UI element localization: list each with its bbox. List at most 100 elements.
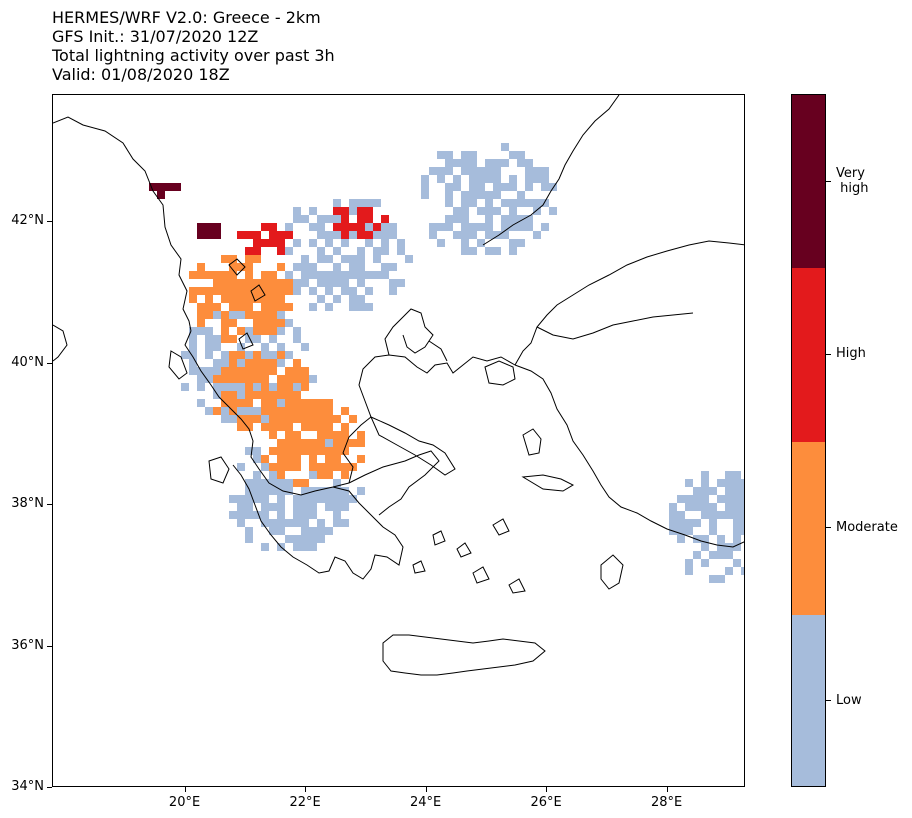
lightning-cell bbox=[397, 279, 405, 287]
lightning-cell bbox=[469, 231, 477, 239]
lightning-cell bbox=[453, 183, 461, 191]
lightning-cell bbox=[269, 471, 277, 479]
lightning-cell bbox=[301, 503, 309, 511]
lightning-cell bbox=[309, 511, 317, 519]
lightning-cell bbox=[285, 415, 293, 423]
lightning-cell bbox=[525, 175, 533, 183]
colorbar-level-label: Very high bbox=[836, 165, 869, 196]
lightning-cell bbox=[293, 415, 301, 423]
lightning-cell bbox=[469, 151, 477, 159]
lightning-cell bbox=[701, 495, 709, 503]
lightning-cell bbox=[741, 479, 744, 487]
lightning-cell bbox=[269, 391, 277, 399]
lightning-cell bbox=[725, 495, 733, 503]
lightning-cell bbox=[277, 383, 285, 391]
lightning-cell bbox=[485, 191, 493, 199]
lightning-cell bbox=[261, 303, 269, 311]
lightning-cell bbox=[245, 399, 253, 407]
lightning-cell bbox=[461, 239, 469, 247]
lightning-cell bbox=[349, 207, 357, 215]
lightning-cell bbox=[677, 535, 685, 543]
lightning-cell bbox=[245, 255, 253, 263]
lightning-cell bbox=[461, 167, 469, 175]
lightning-cell bbox=[221, 367, 229, 375]
lightning-cell bbox=[245, 511, 253, 519]
lightning-cell bbox=[285, 247, 293, 255]
lightning-cell bbox=[501, 231, 509, 239]
lightning-cell bbox=[493, 167, 501, 175]
lightning-cell bbox=[237, 231, 245, 239]
lightning-cell bbox=[309, 439, 317, 447]
lightning-cell bbox=[285, 303, 293, 311]
lightning-cell bbox=[469, 167, 477, 175]
lightning-cell bbox=[205, 295, 213, 303]
lightning-cells bbox=[149, 143, 744, 583]
lightning-cell bbox=[197, 231, 205, 239]
lightning-cell bbox=[317, 535, 325, 543]
lightning-cell bbox=[317, 471, 325, 479]
lightning-cell bbox=[333, 247, 341, 255]
lightning-cell bbox=[725, 567, 733, 575]
lightning-cell bbox=[317, 495, 325, 503]
lightning-cell bbox=[477, 191, 485, 199]
lightning-cell bbox=[213, 375, 221, 383]
lightning-cell bbox=[437, 175, 445, 183]
coastline-albania bbox=[53, 324, 68, 362]
lightning-cell bbox=[221, 311, 229, 319]
lightning-cell bbox=[261, 455, 269, 463]
lightning-cell bbox=[429, 231, 437, 239]
lightning-cell bbox=[333, 503, 341, 511]
lightning-cell bbox=[325, 303, 333, 311]
lightning-cell bbox=[333, 279, 341, 287]
lightning-cell bbox=[213, 303, 221, 311]
lightning-cell bbox=[421, 175, 429, 183]
lightning-cell bbox=[741, 567, 744, 575]
lightning-cell bbox=[245, 359, 253, 367]
lightning-cell bbox=[261, 495, 269, 503]
coastline-peloponnese bbox=[232, 464, 404, 580]
lightning-cell bbox=[517, 199, 525, 207]
lat-tick-label: 42°N bbox=[11, 213, 44, 229]
lightning-cell bbox=[253, 511, 261, 519]
lightning-cell bbox=[317, 231, 325, 239]
lightning-cell bbox=[485, 223, 493, 231]
lightning-cell bbox=[261, 223, 269, 231]
lightning-cell bbox=[733, 503, 741, 511]
lightning-cell bbox=[213, 223, 221, 231]
lightning-cell bbox=[285, 351, 293, 359]
lightning-cell bbox=[213, 367, 221, 375]
lightning-cell bbox=[365, 199, 373, 207]
lightning-cell bbox=[245, 383, 253, 391]
lightning-cell bbox=[525, 223, 533, 231]
lightning-cell bbox=[237, 375, 245, 383]
lightning-cell bbox=[717, 543, 725, 551]
lightning-cell bbox=[269, 287, 277, 295]
lightning-cell bbox=[533, 231, 541, 239]
lightning-cell bbox=[341, 423, 349, 431]
lightning-cell bbox=[261, 487, 269, 495]
lightning-cell bbox=[253, 279, 261, 287]
lightning-cell bbox=[213, 279, 221, 287]
lightning-cell bbox=[349, 255, 357, 263]
coastline-rhodes bbox=[600, 554, 624, 590]
lightning-cell bbox=[381, 247, 389, 255]
lightning-cell bbox=[349, 303, 357, 311]
lightning-cell bbox=[253, 367, 261, 375]
lightning-cell bbox=[525, 199, 533, 207]
coastline-cyclades bbox=[412, 518, 526, 594]
lightning-cell bbox=[213, 343, 221, 351]
lightning-cell bbox=[197, 263, 205, 271]
lightning-cell bbox=[333, 519, 341, 527]
lightning-cell bbox=[301, 447, 309, 455]
lightning-cell bbox=[709, 551, 717, 559]
lightning-cell bbox=[717, 535, 725, 543]
lightning-cell bbox=[493, 159, 501, 167]
lon-tick-mark bbox=[184, 787, 186, 792]
lightning-cell bbox=[333, 511, 341, 519]
lightning-cell bbox=[245, 495, 253, 503]
lightning-cell bbox=[517, 191, 525, 199]
lightning-cell bbox=[349, 295, 357, 303]
lightning-cell bbox=[365, 303, 373, 311]
lightning-cell bbox=[253, 239, 261, 247]
lightning-cell bbox=[717, 575, 725, 583]
